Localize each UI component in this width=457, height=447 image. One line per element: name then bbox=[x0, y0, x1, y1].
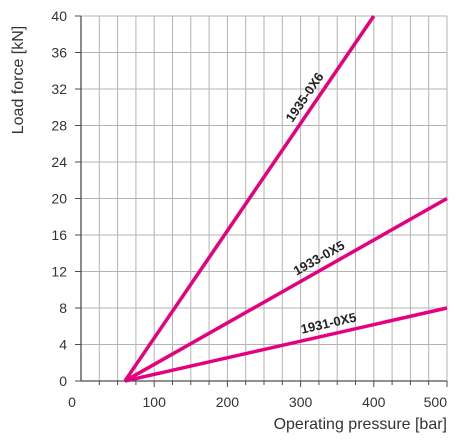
y-tick-label: 4 bbox=[59, 337, 67, 353]
y-tick-label: 8 bbox=[59, 300, 67, 316]
tick-labels: 0 100 200 300 400 500 0 4 8 12 16 20 24 28 32 36 40 bbox=[51, 8, 447, 410]
axes bbox=[75, 15, 448, 387]
y-tick-label: 40 bbox=[51, 8, 67, 24]
series-line-1933-0x5 bbox=[124, 196, 448, 383]
x-tick-label: 200 bbox=[216, 394, 240, 410]
series-line-1931-0x5 bbox=[124, 306, 448, 383]
x-axis-title: Operating pressure [bar] bbox=[274, 416, 447, 433]
series-line-1935-0x6 bbox=[123, 15, 376, 382]
x-tick-label: 400 bbox=[362, 394, 386, 410]
x-tick-label: 100 bbox=[143, 394, 167, 410]
y-tick-label: 32 bbox=[51, 81, 67, 97]
y-axis-title: Load force [kN] bbox=[10, 26, 27, 135]
y-tick-label: 0 bbox=[59, 373, 67, 389]
grid bbox=[81, 15, 448, 381]
series-lines bbox=[123, 15, 448, 383]
y-tick-label: 36 bbox=[51, 45, 67, 61]
y-tick-label: 16 bbox=[51, 227, 67, 243]
x-tick-label: 0 bbox=[68, 394, 76, 410]
y-tick-label: 28 bbox=[51, 118, 67, 134]
y-tick-label: 24 bbox=[51, 154, 67, 170]
y-tick-label: 20 bbox=[51, 191, 67, 207]
x-tick-label: 500 bbox=[424, 394, 448, 410]
x-tick-label: 300 bbox=[289, 394, 313, 410]
series-label-1931-0x5: 1931-0X5 bbox=[299, 310, 357, 337]
y-tick-label: 12 bbox=[51, 264, 67, 280]
